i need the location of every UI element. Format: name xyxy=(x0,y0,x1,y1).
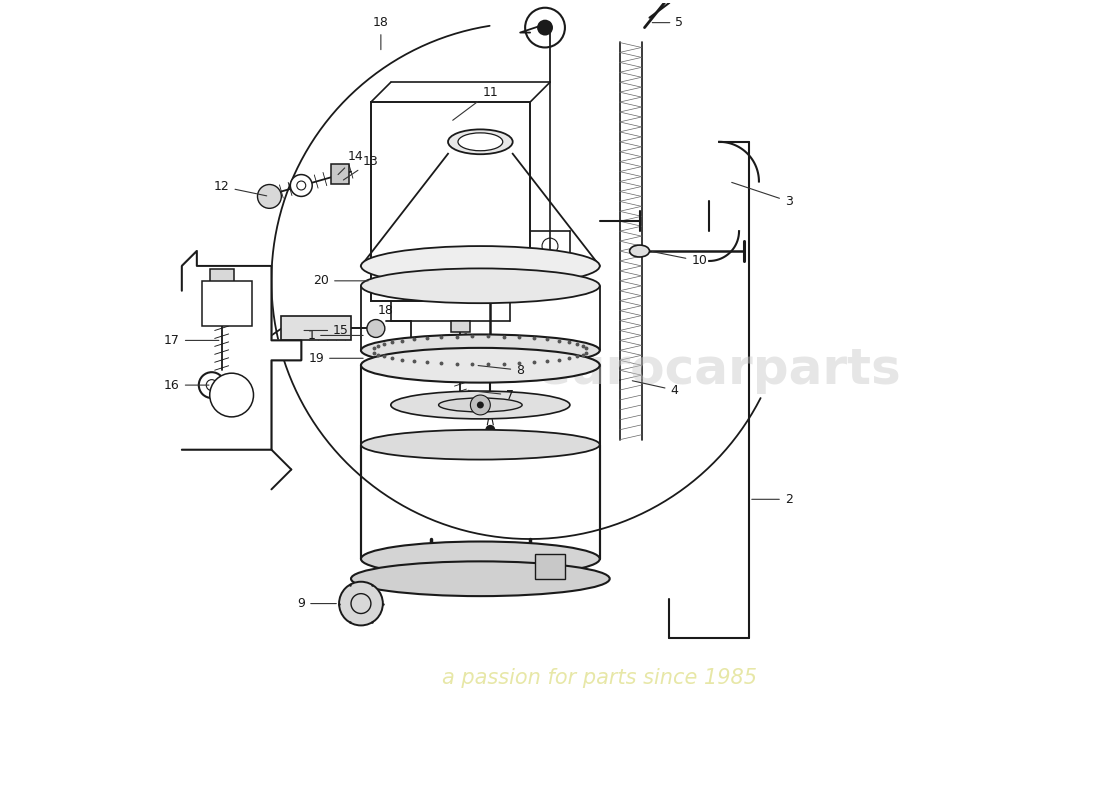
Text: 16: 16 xyxy=(164,378,209,392)
Ellipse shape xyxy=(463,261,518,301)
Ellipse shape xyxy=(361,269,600,303)
Text: 19: 19 xyxy=(308,352,363,365)
Circle shape xyxy=(290,174,312,197)
Circle shape xyxy=(257,185,282,208)
Ellipse shape xyxy=(390,391,570,419)
Text: 18: 18 xyxy=(378,304,394,317)
Circle shape xyxy=(471,395,491,415)
Text: 20: 20 xyxy=(314,274,369,287)
Ellipse shape xyxy=(361,334,600,366)
Ellipse shape xyxy=(351,562,609,596)
Ellipse shape xyxy=(629,245,649,257)
Text: 15: 15 xyxy=(304,324,349,337)
Text: 7: 7 xyxy=(469,389,514,402)
Bar xyxy=(451,321,471,333)
Text: 12: 12 xyxy=(213,180,266,196)
Bar xyxy=(331,164,349,183)
Circle shape xyxy=(367,319,385,338)
Text: 17: 17 xyxy=(164,334,219,347)
Ellipse shape xyxy=(361,430,600,459)
Circle shape xyxy=(537,20,553,35)
Ellipse shape xyxy=(361,246,600,286)
Ellipse shape xyxy=(439,398,522,412)
Text: 9: 9 xyxy=(297,597,337,610)
Bar xyxy=(201,281,252,326)
Text: 11: 11 xyxy=(453,86,498,120)
Text: 13: 13 xyxy=(343,155,378,180)
Text: eurocarparts: eurocarparts xyxy=(537,346,902,394)
Bar xyxy=(478,360,503,380)
Bar xyxy=(535,554,565,578)
Text: 3: 3 xyxy=(732,182,793,208)
Text: 10: 10 xyxy=(652,251,707,267)
Ellipse shape xyxy=(458,133,503,150)
Text: 8: 8 xyxy=(478,364,525,377)
Circle shape xyxy=(339,582,383,626)
Polygon shape xyxy=(182,251,301,450)
Text: 14: 14 xyxy=(338,150,364,174)
Text: a passion for parts since 1985: a passion for parts since 1985 xyxy=(442,668,757,688)
Text: 2: 2 xyxy=(751,493,793,506)
Text: 4: 4 xyxy=(632,381,679,397)
Ellipse shape xyxy=(361,542,600,576)
Bar xyxy=(371,102,530,301)
Circle shape xyxy=(210,373,253,417)
Text: 18: 18 xyxy=(373,16,388,50)
Ellipse shape xyxy=(448,130,513,154)
Text: 5: 5 xyxy=(652,16,683,29)
Bar xyxy=(282,315,351,341)
Bar xyxy=(210,269,233,283)
Text: 1: 1 xyxy=(307,329,363,342)
Circle shape xyxy=(477,402,484,409)
Circle shape xyxy=(485,425,495,434)
Ellipse shape xyxy=(361,348,600,382)
